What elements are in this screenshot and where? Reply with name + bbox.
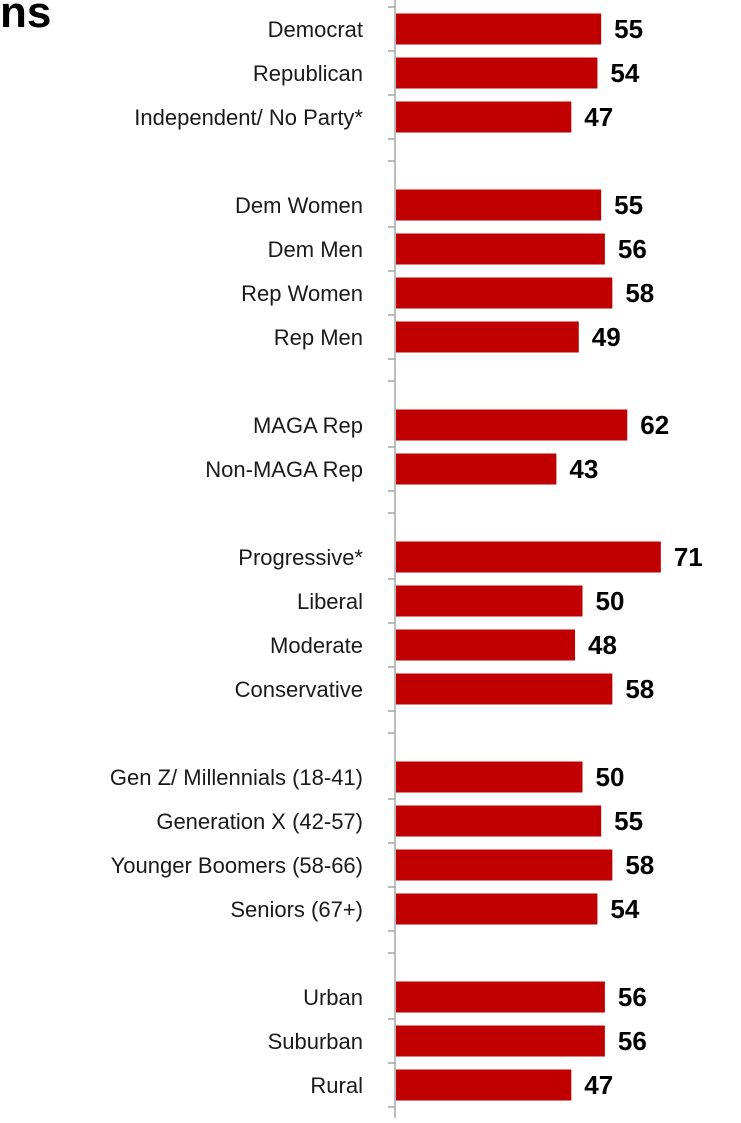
category-label: Conservative xyxy=(235,677,363,702)
value-label: 56 xyxy=(618,1026,647,1056)
category-label: Progressive* xyxy=(238,545,363,570)
value-label: 55 xyxy=(614,806,643,836)
chart-title-fragment: ns xyxy=(0,0,52,37)
category-label: Independent/ No Party* xyxy=(134,105,363,130)
category-label: Suburban xyxy=(268,1029,363,1054)
bar xyxy=(396,673,613,705)
bar xyxy=(396,541,661,573)
bar xyxy=(396,453,557,485)
value-label: 58 xyxy=(625,674,654,704)
category-label: Dem Men xyxy=(268,237,363,262)
bar xyxy=(396,321,579,353)
value-label: 54 xyxy=(610,894,639,924)
category-label: Gen Z/ Millennials (18-41) xyxy=(110,765,363,790)
category-labels: Democrat Republican Independent/ No Party*… xyxy=(110,17,364,1098)
axis-ticks xyxy=(388,6,395,1108)
value-label: 50 xyxy=(596,586,625,616)
value-label: 47 xyxy=(584,1070,613,1100)
bar xyxy=(396,409,628,441)
category-label: Dem Women xyxy=(235,193,363,218)
value-label: 58 xyxy=(625,278,654,308)
bar xyxy=(396,13,602,45)
category-label: Younger Boomers (58-66) xyxy=(111,853,363,878)
category-label: Democrat xyxy=(268,17,363,42)
value-label: 48 xyxy=(588,630,617,660)
bar xyxy=(396,849,613,881)
value-label: 54 xyxy=(610,58,639,88)
bar xyxy=(396,585,583,617)
bar xyxy=(396,761,583,793)
bar xyxy=(396,233,605,265)
bars xyxy=(396,13,661,1101)
bar xyxy=(396,629,576,661)
bar xyxy=(396,1025,605,1057)
bar xyxy=(396,981,605,1013)
value-label: 50 xyxy=(596,762,625,792)
bar xyxy=(396,805,602,837)
value-label: 55 xyxy=(614,190,643,220)
bar xyxy=(396,189,602,221)
category-label: Republican xyxy=(253,61,363,86)
value-label: 56 xyxy=(618,234,647,264)
value-label: 47 xyxy=(584,102,613,132)
category-label: Rep Women xyxy=(241,281,363,306)
category-label: Generation X (42-57) xyxy=(156,809,363,834)
category-label: Seniors (67+) xyxy=(230,897,363,922)
value-label: 58 xyxy=(625,850,654,880)
bar xyxy=(396,101,572,133)
value-label: 49 xyxy=(592,322,621,352)
value-label: 56 xyxy=(618,982,647,1012)
category-label: Urban xyxy=(303,985,363,1010)
bar xyxy=(396,1069,572,1101)
value-label: 55 xyxy=(614,14,643,44)
bar xyxy=(396,57,598,89)
category-label: Moderate xyxy=(270,633,363,658)
bar xyxy=(396,893,598,925)
bar xyxy=(396,277,613,309)
value-label: 62 xyxy=(640,410,669,440)
category-label: Non-MAGA Rep xyxy=(205,457,363,482)
category-label: Rep Men xyxy=(274,325,363,350)
value-label: 71 xyxy=(674,542,703,572)
category-label: MAGA Rep xyxy=(253,413,363,438)
value-label: 43 xyxy=(569,454,598,484)
category-label: Liberal xyxy=(297,589,363,614)
category-label: Rural xyxy=(310,1073,363,1098)
